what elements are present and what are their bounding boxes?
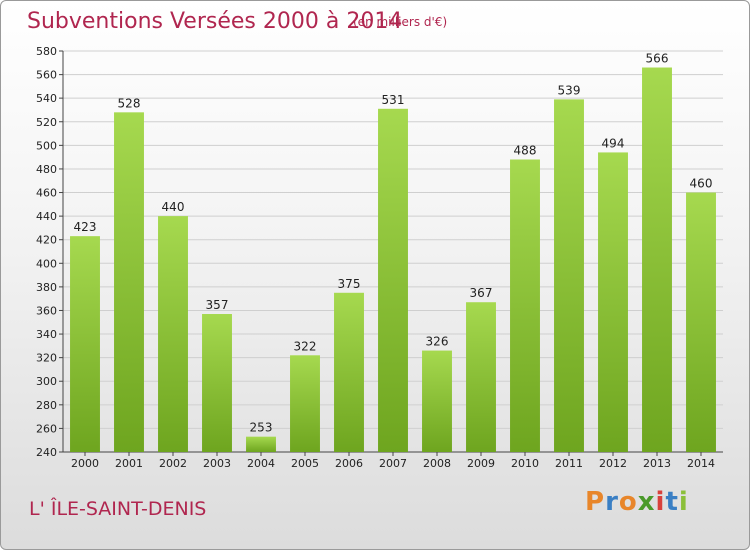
bar-2000 [70, 236, 100, 452]
data-label-2010: 488 [514, 144, 537, 158]
data-label-2009: 367 [470, 286, 493, 300]
bar-2004 [246, 436, 276, 452]
x-tick-label: 2004 [247, 457, 275, 470]
logo-letter: P [585, 487, 606, 517]
y-tick-label: 360 [36, 304, 57, 317]
x-tick-label: 2005 [291, 457, 319, 470]
x-tick-label: 2002 [159, 457, 187, 470]
y-tick-label: 320 [36, 352, 57, 365]
logo-letter: x [637, 487, 656, 517]
data-label-2012: 494 [602, 136, 625, 150]
bar-2013 [642, 67, 672, 452]
data-label-2003: 357 [206, 298, 229, 312]
x-tick-label: 2011 [555, 457, 583, 470]
commune-name: L' ÎLE-SAINT-DENIS [29, 498, 207, 520]
logo-letter: o [618, 487, 638, 517]
y-tick-label: 400 [36, 257, 57, 270]
bar-2002 [158, 216, 188, 452]
y-tick-label: 520 [36, 116, 57, 129]
proxiti-logo: Proxiti [585, 487, 689, 517]
bar-2006 [334, 292, 364, 452]
y-tick-label: 560 [36, 69, 57, 82]
data-label-2007: 531 [382, 93, 405, 107]
bar-2001 [114, 112, 144, 453]
y-tick-label: 240 [36, 446, 57, 459]
data-label-2001: 528 [118, 96, 141, 110]
data-label-2004: 253 [250, 421, 273, 435]
y-tick-label: 580 [36, 45, 57, 58]
logo-letter: t [665, 487, 679, 517]
logo-letter: r [605, 487, 619, 517]
y-tick-label: 460 [36, 187, 57, 200]
data-label-2002: 440 [162, 200, 185, 214]
x-tick-label: 2006 [335, 457, 363, 470]
data-label-2000: 423 [74, 220, 97, 234]
y-tick-label: 380 [36, 281, 57, 294]
y-tick-label: 500 [36, 139, 57, 152]
bar-2003 [202, 314, 232, 452]
y-tick-label: 540 [36, 92, 57, 105]
data-label-2014: 460 [690, 177, 713, 191]
x-tick-label: 2001 [115, 457, 143, 470]
bar-2007 [378, 108, 408, 453]
bar-2005 [290, 355, 320, 452]
x-tick-label: 2007 [379, 457, 407, 470]
x-tick-label: 2010 [511, 457, 539, 470]
data-label-2011: 539 [558, 83, 581, 97]
bar-2008 [422, 350, 452, 452]
y-tick-label: 420 [36, 234, 57, 247]
x-tick-label: 2009 [467, 457, 495, 470]
x-tick-label: 2000 [71, 457, 99, 470]
bar-2012 [598, 152, 628, 452]
x-tick-label: 2014 [687, 457, 715, 470]
chart-subtitle: (en milliers d'€) [353, 15, 448, 29]
x-tick-label: 2003 [203, 457, 231, 470]
y-tick-label: 340 [36, 328, 57, 341]
x-tick-label: 2013 [643, 457, 671, 470]
chart-title: Subventions Versées 2000 à 2014 [27, 9, 403, 34]
data-label-2008: 326 [426, 335, 449, 349]
data-label-2005: 322 [294, 339, 317, 353]
bar-2011 [554, 99, 584, 452]
data-label-2006: 375 [338, 277, 361, 291]
y-tick-label: 300 [36, 375, 57, 388]
data-label-2013: 566 [646, 52, 669, 66]
bar-2014 [686, 192, 716, 452]
bar-2010 [510, 159, 540, 452]
y-tick-label: 440 [36, 210, 57, 223]
bar-2009 [466, 302, 496, 452]
y-tick-label: 260 [36, 422, 57, 435]
x-tick-label: 2012 [599, 457, 627, 470]
logo-letter: i [655, 487, 666, 517]
y-tick-label: 480 [36, 163, 57, 176]
x-tick-label: 2008 [423, 457, 451, 470]
logo-letter: i [678, 487, 689, 517]
y-tick-label: 280 [36, 399, 57, 412]
